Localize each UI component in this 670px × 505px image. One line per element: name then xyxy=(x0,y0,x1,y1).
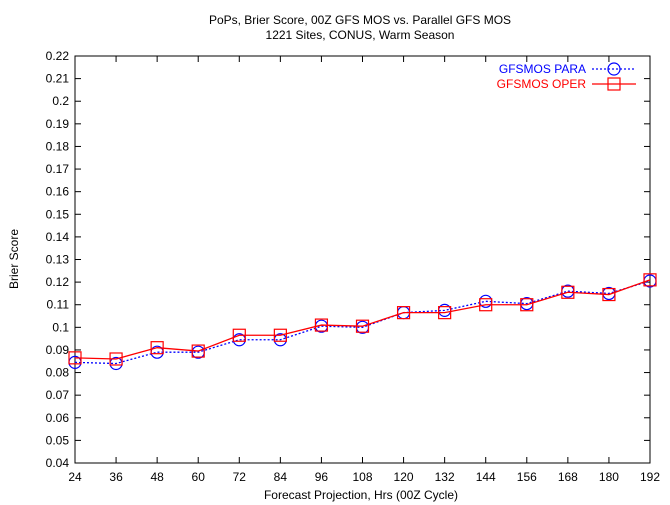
legend-marker xyxy=(607,62,621,76)
legend-label: GFSMOS PARA xyxy=(499,62,586,76)
data-point xyxy=(109,352,123,366)
data-point xyxy=(191,344,205,358)
y-tick-label: 0.13 xyxy=(46,253,70,267)
y-tick-label: 0.11 xyxy=(47,298,70,312)
series-line-gfsmos-oper xyxy=(74,279,651,360)
x-tick-label: 168 xyxy=(558,470,578,484)
y-tick-label: 0.12 xyxy=(46,275,70,289)
plot-frame xyxy=(74,55,651,464)
y-tick-label: 0.09 xyxy=(46,343,70,357)
y-tick-label: 0.07 xyxy=(46,388,70,402)
data-point xyxy=(479,298,493,312)
chart-title: PoPs, Brier Score, 00Z GFS MOS vs. Paral… xyxy=(209,13,511,27)
data-point xyxy=(438,306,452,320)
y-tick-label: 0.05 xyxy=(46,433,70,447)
x-tick-label: 60 xyxy=(192,470,206,484)
x-tick-label: 84 xyxy=(274,470,288,484)
x-tick-label: 156 xyxy=(517,470,537,484)
data-point xyxy=(520,298,534,312)
x-tick-label: 36 xyxy=(109,470,123,484)
chart-subtitle: 1221 Sites, CONUS, Warm Season xyxy=(266,28,455,42)
legend-label: GFSMOS OPER xyxy=(497,77,587,91)
series-line-gfsmos-para xyxy=(74,280,651,365)
y-tick-label: 0.19 xyxy=(46,117,70,131)
x-tick-label: 180 xyxy=(599,470,619,484)
x-tick-label: 108 xyxy=(352,470,372,484)
data-point xyxy=(68,351,82,365)
series-layer xyxy=(68,273,657,371)
data-point xyxy=(561,285,575,299)
data-point xyxy=(355,319,370,333)
y-tick-label: 0.15 xyxy=(46,207,70,221)
series-gfsmos-oper xyxy=(68,273,657,366)
data-point xyxy=(232,328,246,342)
series-gfsmos-para xyxy=(68,274,657,371)
y-tick-label: 0.1 xyxy=(52,320,69,334)
x-tick-label: 132 xyxy=(435,470,455,484)
y-tick-label: 0.18 xyxy=(46,139,70,153)
y-tick-label: 0.04 xyxy=(46,456,70,470)
legend-marker xyxy=(607,77,621,91)
axis-ticks: 0.04 0.05 0.06 0.07 0.08 0.09 0.1 0.11 0.12 0.13 0… xyxy=(46,49,661,484)
y-tick-label: 0.06 xyxy=(46,411,70,425)
x-tick-label: 24 xyxy=(68,470,82,484)
x-tick-label: 96 xyxy=(315,470,329,484)
x-tick-label: 48 xyxy=(150,470,164,484)
data-point xyxy=(643,273,657,287)
data-point xyxy=(396,306,411,320)
data-point xyxy=(273,328,287,342)
data-point xyxy=(602,287,616,302)
data-point xyxy=(314,318,329,332)
y-tick-label: 0.16 xyxy=(46,185,70,199)
data-point xyxy=(150,341,164,355)
y-tick-label: 0.08 xyxy=(46,366,70,380)
x-tick-label: 144 xyxy=(476,470,496,484)
y-tick-label: 0.22 xyxy=(46,49,70,63)
y-axis-label: Brier Score xyxy=(7,229,21,289)
y-tick-label: 0.21 xyxy=(46,72,70,86)
x-tick-label: 192 xyxy=(640,470,660,484)
y-tick-label: 0.14 xyxy=(46,230,70,244)
x-tick-label: 120 xyxy=(394,470,414,484)
y-tick-label: 0.17 xyxy=(46,162,70,176)
x-tick-label: 72 xyxy=(233,470,247,484)
x-axis-label: Forecast Projection, Hrs (00Z Cycle) xyxy=(264,488,458,502)
y-tick-label: 0.2 xyxy=(52,94,69,108)
